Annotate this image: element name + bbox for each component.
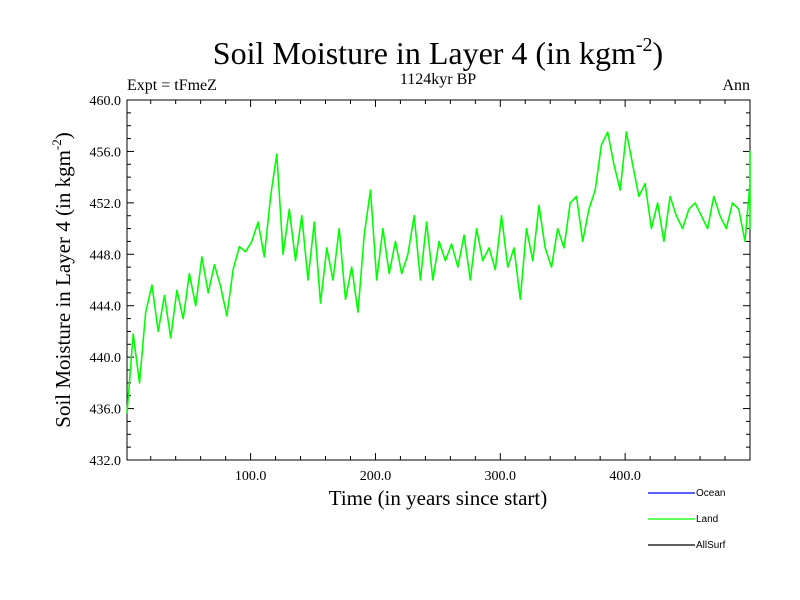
y-tick-label: 448.0 (90, 248, 122, 263)
x-tick-label: 100.0 (235, 469, 267, 484)
plot-frame (126, 99, 751, 461)
x-tick-label: 300.0 (485, 469, 517, 484)
y-tick-label: 440.0 (90, 351, 122, 366)
series-layer (126, 131, 751, 414)
chart-title: Soil Moisture in Layer 4 (in kgm-2) (213, 34, 663, 71)
chart-subtitle: 1124kyr BP (400, 71, 476, 88)
legend-label-allsurf: AllSurf (696, 540, 726, 551)
axis-ticks (127, 99, 750, 461)
y-tick-label: 444.0 (90, 300, 122, 315)
y-tick-label: 460.0 (90, 94, 122, 109)
experiment-label: Expt = tFmeZ (127, 77, 217, 94)
y-axis-title: Soil Moisture in Layer 4 (in kgm-2) (49, 132, 75, 427)
y-tick-label: 456.0 (90, 145, 122, 160)
legend-label-ocean: Ocean (696, 488, 725, 499)
chart-title-superscript: -2 (636, 34, 653, 56)
season-label: Ann (722, 77, 750, 94)
y-axis-title-superscript: -2 (49, 139, 64, 150)
y-tick-label: 432.0 (90, 454, 122, 469)
y-axis-title-close: ) (51, 132, 75, 139)
y-tick-label: 436.0 (90, 403, 122, 418)
x-tick-label: 400.0 (609, 469, 641, 484)
axis-tick-labels: 432.0 436.0 440.0 444.0 448.0 452.0 456.0 460.0… (90, 94, 641, 484)
x-tick-label: 200.0 (360, 469, 392, 484)
x-axis-title: Time (in years since start) (329, 486, 548, 510)
legend: Ocean Land AllSurf (648, 488, 726, 551)
series-line-land (126, 131, 751, 414)
legend-label-land: Land (696, 514, 718, 525)
chart-title-close: ) (653, 35, 664, 71)
y-tick-label: 452.0 (90, 197, 122, 212)
